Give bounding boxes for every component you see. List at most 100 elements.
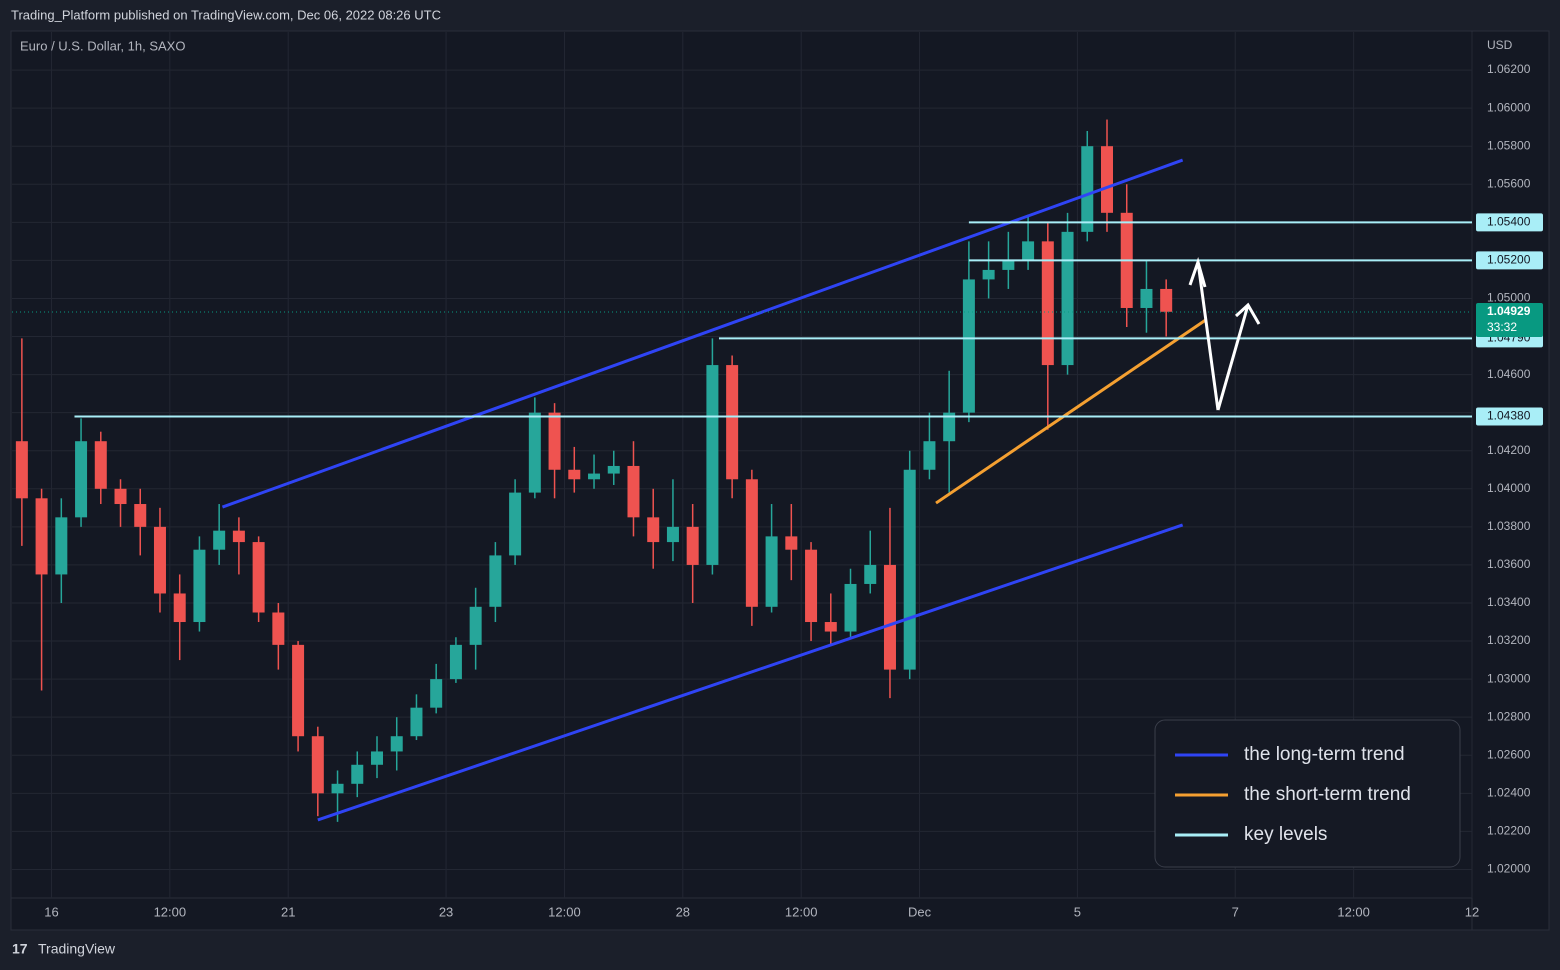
candle-body	[1140, 288, 1153, 308]
candle-body	[213, 530, 226, 550]
candle-body	[390, 736, 403, 752]
legend-label: the short-term trend	[1244, 784, 1411, 805]
y-tick-label: 1.03400	[1487, 595, 1531, 609]
candle-body	[805, 549, 818, 623]
y-tick-label: 1.02600	[1487, 747, 1531, 761]
candle-body	[1061, 231, 1074, 366]
candle-body	[1041, 241, 1054, 366]
projection-arrow	[1188, 256, 1261, 411]
key-level-label: 1.05400	[1487, 215, 1531, 229]
x-tick-label: 5	[1074, 904, 1081, 919]
candle-body	[1002, 260, 1015, 270]
symbol-title: Euro / U.S. Dollar, 1h, SAXO	[20, 38, 185, 53]
candle-body	[75, 441, 88, 518]
key-level-label: 1.04380	[1487, 409, 1531, 423]
candle-body	[982, 269, 995, 280]
y-tick-label: 1.06200	[1487, 62, 1531, 76]
legend: the long-term trend the short-term trend k…	[1175, 744, 1411, 845]
last-price-label: 1.04929	[1487, 304, 1531, 318]
candle-body	[627, 465, 640, 518]
legend-label: key levels	[1244, 824, 1327, 845]
candle-body	[666, 526, 679, 543]
last-price-tag	[1476, 302, 1543, 337]
x-tick-label: 7	[1232, 904, 1239, 919]
candle-body	[252, 542, 265, 613]
candle-body	[844, 583, 857, 632]
candle-body	[1081, 146, 1094, 232]
candle-body	[647, 517, 660, 543]
published-note: Trading_Platform published on TradingVie…	[11, 7, 441, 22]
x-tick-label: 16	[44, 904, 58, 919]
brand: TradingView	[38, 941, 116, 957]
y-tick-label: 1.02400	[1487, 785, 1531, 799]
candle-body	[962, 279, 975, 413]
candle-body	[745, 479, 758, 607]
legend-label: the long-term trend	[1244, 744, 1405, 765]
candle-body	[943, 412, 956, 442]
y-tick-label: 1.03600	[1487, 557, 1531, 571]
currency-label: USD	[1487, 38, 1513, 52]
candle-body	[430, 679, 443, 708]
trend-line	[935, 318, 1207, 505]
y-tick-label: 1.03800	[1487, 519, 1531, 533]
candle-body	[134, 504, 147, 527]
candle-body	[1101, 146, 1113, 213]
candle-body	[292, 644, 305, 737]
trend-line	[221, 158, 1184, 509]
candle-body	[568, 469, 581, 480]
y-tick-label: 1.03200	[1487, 633, 1531, 647]
y-tick-label: 1.02800	[1487, 709, 1531, 723]
plot	[12, 119, 1472, 822]
x-tick-label: 12:00	[785, 904, 818, 919]
candle-body	[351, 764, 364, 784]
x-tick-label: 12:00	[548, 904, 581, 919]
countdown-label: 33:32	[1487, 320, 1517, 334]
x-tick-label: 21	[281, 904, 295, 919]
trend-line	[317, 523, 1184, 822]
candle-body	[114, 488, 127, 505]
brand-icon: 17	[12, 941, 28, 957]
y-tick-label: 1.04200	[1487, 443, 1531, 457]
candle-body	[548, 412, 561, 470]
y-tick-label: 1.04000	[1487, 481, 1531, 495]
x-tick-label: 12:00	[1337, 904, 1370, 919]
x-tick-label: Dec	[908, 904, 932, 919]
candle-body	[232, 530, 245, 543]
legend-box	[1154, 719, 1461, 868]
candle-body	[15, 441, 28, 499]
x-tick-label: 12:00	[154, 904, 187, 919]
candle-body	[94, 441, 107, 489]
key-level-tag	[1476, 213, 1543, 232]
candle-body	[153, 526, 166, 594]
candle-body	[528, 412, 541, 493]
y-tick-label: 1.02200	[1487, 824, 1531, 838]
candle-body	[55, 517, 68, 575]
candle-body	[193, 549, 206, 623]
y-tick-label: 1.02000	[1487, 862, 1531, 876]
candle-body	[371, 751, 383, 765]
candle-body	[331, 783, 344, 794]
candle-body	[706, 365, 719, 565]
candle-body	[1160, 288, 1173, 312]
y-tick-label: 1.03000	[1487, 671, 1531, 685]
candle-body	[509, 492, 522, 556]
candle-body	[173, 593, 186, 623]
key-level-tag	[1476, 407, 1543, 426]
candle-body	[726, 365, 739, 480]
candle-body	[923, 441, 936, 470]
y-tick-label: 1.05600	[1487, 176, 1531, 190]
y-tick-label: 1.06000	[1487, 100, 1531, 114]
key-level-label: 1.05200	[1487, 253, 1531, 267]
candle-body	[883, 564, 896, 670]
candle-body	[903, 469, 916, 670]
candle-body	[824, 622, 837, 632]
candle-body	[686, 526, 699, 565]
axes: 1.02000 1.02200 1.02400 1.02600 1.02800 1.030…	[44, 62, 1543, 919]
candle-body	[588, 473, 601, 480]
y-tick-label: 1.05800	[1487, 138, 1531, 152]
candle-body	[607, 465, 620, 474]
candle-body	[765, 536, 778, 607]
key-level-tag	[1476, 251, 1543, 270]
